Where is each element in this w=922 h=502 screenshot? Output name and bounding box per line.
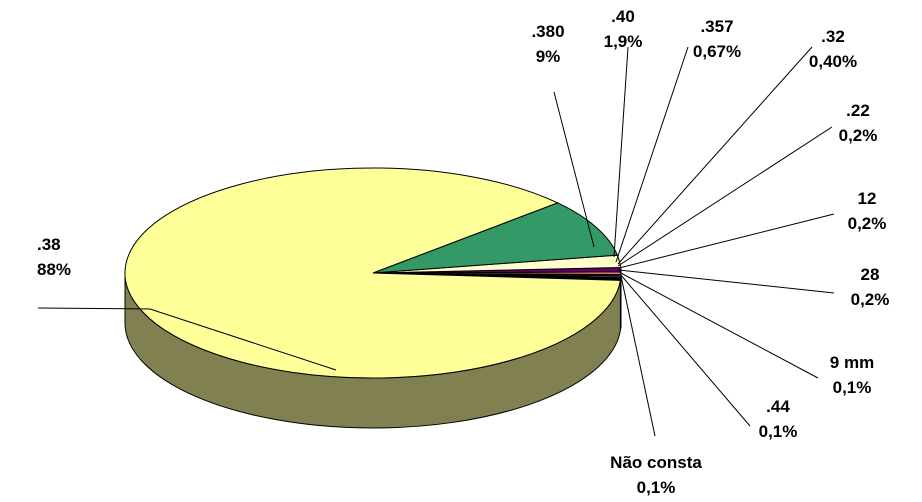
slice-name-label-3: .357: [700, 17, 733, 36]
leader-line-0: [37, 307, 337, 371]
slice-value-label-0: 88%: [37, 260, 71, 279]
slice-value-label-2: 1,9%: [604, 32, 643, 51]
slice-value-label-10: 0,1%: [637, 478, 676, 497]
leader-line-7: [618, 269, 835, 294]
slice-value-label-1: 9%: [536, 47, 561, 66]
slice-value-label-6: 0,2%: [848, 214, 887, 233]
slice-labels: .38 88% .380 9% .40 1,9% .357 0,67% .32 0,40% .22 0…: [37, 7, 889, 497]
slice-name-label-2: .40: [611, 7, 635, 26]
label-leader-lines: [37, 46, 835, 437]
leader-line-10: [620, 275, 656, 437]
slice-value-label-3: 0,67%: [693, 42, 741, 61]
slice-name-label-6: 12: [858, 189, 877, 208]
leader-line-3: [615, 46, 689, 263]
slice-value-label-4: 0,40%: [809, 52, 857, 71]
leader-line-6: [618, 213, 835, 269]
slice-name-label-1: .380: [531, 22, 564, 41]
pie-top-slices: [124, 167, 622, 379]
slice-name-label-10: Não consta: [610, 453, 702, 472]
leader-line-2: [613, 46, 629, 258]
leader-line-8: [618, 271, 819, 379]
slice-1: [372, 202, 619, 274]
slice-value-label-9: 0,1%: [759, 422, 798, 441]
slice-value-label-5: 0,2%: [839, 126, 878, 145]
slice-name-label-4: .32: [821, 27, 845, 46]
slice-name-label-8: 9 mm: [830, 353, 874, 372]
slice-value-label-8: 0,1%: [833, 378, 872, 397]
leader-line-4: [617, 46, 813, 265]
slice-name-label-5: .22: [846, 101, 870, 120]
leader-line-1: [553, 91, 595, 248]
slice-value-label-7: 0,2%: [851, 290, 890, 309]
slice-0: [124, 167, 621, 379]
slice-name-label-7: 28: [861, 265, 880, 284]
leader-line-5: [617, 126, 833, 267]
slice-name-label-9: .44: [766, 397, 790, 416]
leader-line-9: [619, 273, 751, 427]
slice-name-label-0: .38: [37, 235, 61, 254]
